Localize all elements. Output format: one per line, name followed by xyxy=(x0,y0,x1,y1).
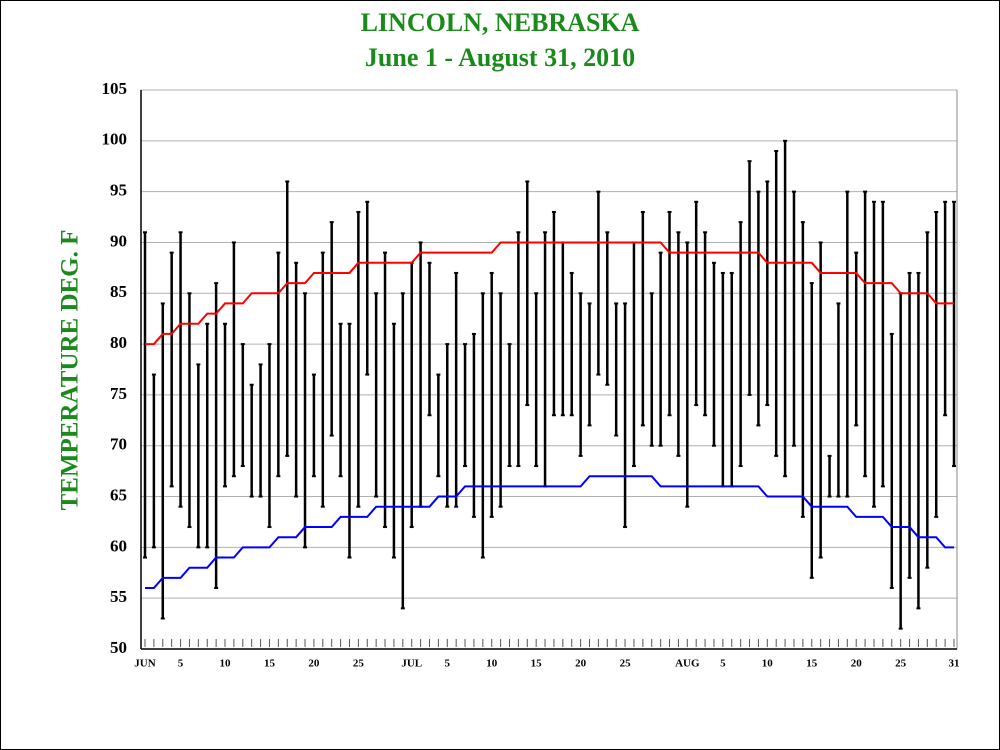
x-tick-label: 15 xyxy=(806,658,818,670)
normal-low-line xyxy=(145,475,954,590)
y-axis-label: TEMPERATURE DEG. F xyxy=(57,230,84,511)
x-tick-label: 25 xyxy=(620,658,632,670)
y-tick-label: 85 xyxy=(110,282,127,301)
x-tick-label: 20 xyxy=(851,658,863,670)
x-tick-label: 5 xyxy=(445,658,451,670)
x-tick-label: 31 xyxy=(949,658,960,670)
y-tick-label: 105 xyxy=(102,79,128,98)
x-tick-label: 25 xyxy=(895,658,907,670)
y-tick-label: 65 xyxy=(110,485,127,504)
x-tick-label: 15 xyxy=(264,658,276,670)
x-tick-label: 20 xyxy=(575,658,587,670)
normal-high-line xyxy=(145,241,954,346)
x-tick-label: 25 xyxy=(353,658,365,670)
y-tick-label: 90 xyxy=(110,231,127,250)
chart-subtitle: June 1 - August 31, 2010 xyxy=(365,43,635,72)
x-tick-label: 10 xyxy=(486,658,498,670)
y-tick-label: 80 xyxy=(110,333,127,352)
y-tick-label: 55 xyxy=(110,587,127,606)
x-tick-label: 5 xyxy=(720,658,726,670)
y-tick-label: 75 xyxy=(110,384,127,403)
y-tick-label: 70 xyxy=(110,435,127,454)
x-tick-label: 5 xyxy=(178,658,184,670)
y-tick-label: 60 xyxy=(110,536,127,555)
y-tick-label: 100 xyxy=(102,130,128,149)
chart-title: LINCOLN, NEBRASKA xyxy=(361,8,640,37)
x-tick-label: JUL xyxy=(401,658,422,670)
y-tick-label: 50 xyxy=(110,638,127,657)
x-tick-label: AUG xyxy=(675,658,700,670)
x-tick-label: 10 xyxy=(762,658,774,670)
x-tick-label: 10 xyxy=(220,658,232,670)
x-tick-label: JUN xyxy=(134,658,155,670)
x-tick-label: 15 xyxy=(531,658,543,670)
y-tick-label: 95 xyxy=(110,181,127,200)
x-tick-label: 20 xyxy=(308,658,320,670)
